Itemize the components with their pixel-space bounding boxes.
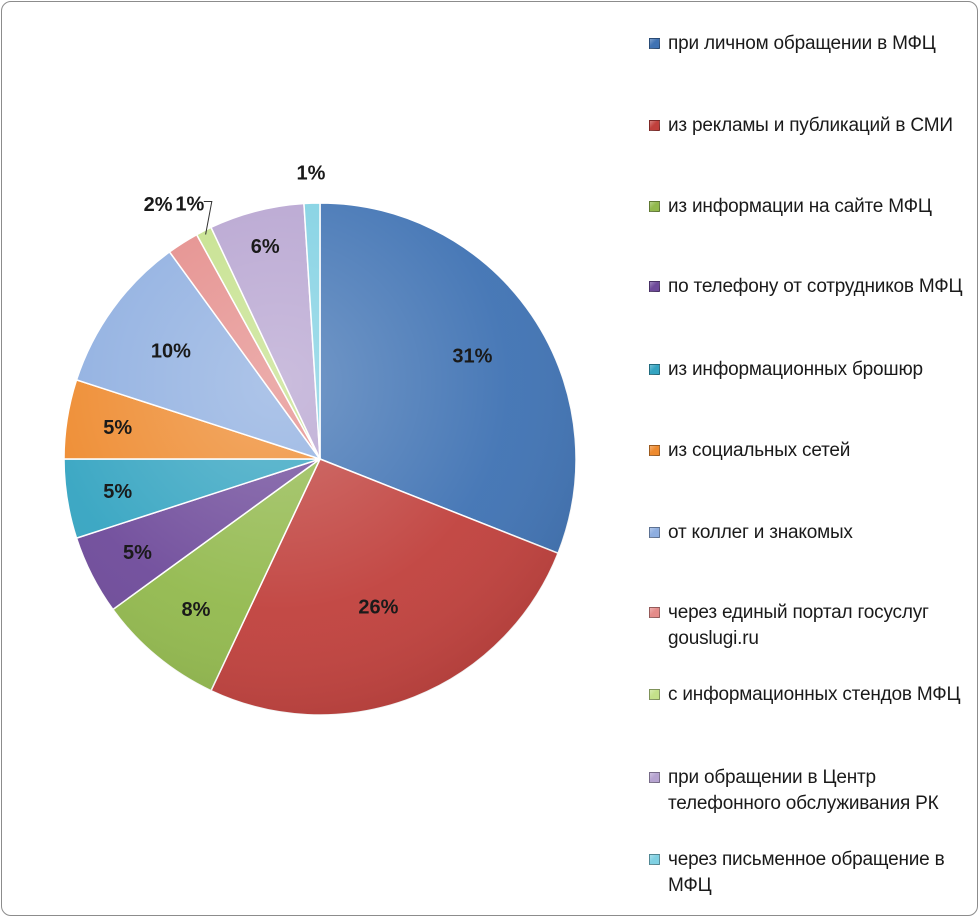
slice-value-label: 5% [103,417,132,439]
legend-label: из социальных сетей [668,440,851,461]
legend-item: через единый портал госуслуг gouslugi.ru [649,600,969,652]
legend-item: из рекламы и публикаций в СМИ [649,113,969,139]
slice-value-label: 1% [175,194,204,216]
legend-swatch [649,854,660,865]
slice-value-label: 6% [251,236,280,258]
legend-label: из информации на сайте МФЦ [668,196,932,217]
legend-label: при обращении в Центр телефонного обслуж… [668,767,939,814]
legend-label: от коллег и знакомых [668,522,853,543]
legend-item: по телефону от сотрудников МФЦ [649,274,969,300]
slice-value-label: 8% [182,599,211,621]
legend-swatch [649,527,660,538]
slice-value-label: 1% [297,162,326,184]
legend-swatch [649,445,660,456]
legend-label: через письменное обращение в МФЦ [668,849,945,896]
legend-swatch [649,772,660,783]
legend-item: через письменное обращение в МФЦ [649,847,969,899]
legend-swatch [649,364,660,375]
legend-label: из информационных брошюр [668,359,923,380]
legend-swatch [649,689,660,700]
slice-value-label: 26% [358,597,398,619]
legend-swatch [649,281,660,292]
legend-label: при личном обращении в МФЦ [668,33,936,54]
legend-item: при обращении в Центр телефонного обслуж… [649,765,969,817]
legend-item: при личном обращении в МФЦ [649,31,969,57]
legend-swatch [649,120,660,131]
legend-swatch [649,201,660,212]
legend-item: из информации на сайте МФЦ [649,194,969,220]
slice-value-label: 31% [452,345,492,367]
leader-line [203,201,213,235]
legend-label: по телефону от сотрудников МФЦ [668,276,963,297]
legend-item: из социальных сетей [649,438,969,464]
legend-item: с информационных стендов МФЦ [649,682,969,708]
slice-value-label: 2% [144,194,173,216]
slice-value-label: 10% [151,341,191,363]
legend-label: с информационных стендов МФЦ [668,684,961,705]
legend-swatch [649,607,660,618]
legend-label: через единый портал госуслуг gouslugi.ru [668,602,929,649]
legend-item: из информационных брошюр [649,357,969,383]
slice-value-label: 5% [103,481,132,503]
legend-swatch [649,38,660,49]
legend-item: от коллег и знакомых [649,520,969,546]
slice-value-label: 5% [123,542,152,564]
legend-label: из рекламы и публикаций в СМИ [668,115,953,136]
